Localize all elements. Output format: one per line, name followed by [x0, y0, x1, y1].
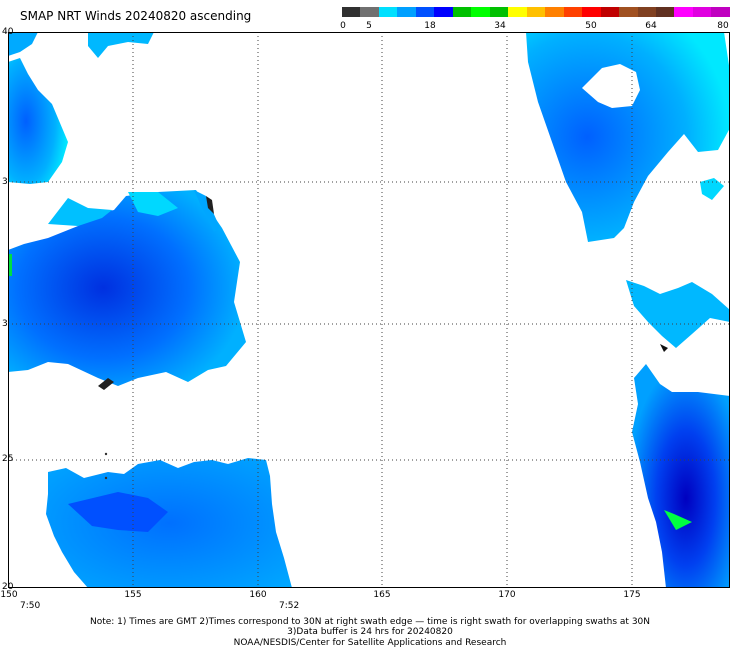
colorbar [342, 7, 730, 17]
map-title: SMAP NRT Winds 20240820 ascending [20, 9, 252, 23]
colorbar-segment-7 [471, 7, 490, 17]
colorbar-segment-18 [674, 7, 693, 17]
colorbar-segment-2 [378, 7, 398, 17]
colorbar-segment-17 [655, 7, 675, 17]
colorbar-label-34: 34 [494, 21, 506, 31]
lon-label-155: 155 [124, 590, 142, 600]
colorbar-segment-8 [489, 7, 509, 17]
colorbar-segment-3 [397, 7, 416, 17]
wind-swath-upper-left [8, 32, 246, 386]
colorbar-segment-19 [692, 7, 712, 17]
colorbar-segment-11 [545, 7, 564, 17]
colorbar-label-64: 64 [645, 21, 657, 31]
lat-label-20: 20 [2, 582, 14, 592]
note-line-1: Note: 1) Times are GMT 2)Times correspon… [89, 617, 651, 627]
time-label-start: 7:50 [20, 601, 41, 611]
colorbar-segment-1 [360, 7, 379, 17]
note-line-2: 3)Data buffer is 24 hrs for 20240820 [287, 627, 453, 637]
lat-label-30: 3 [2, 319, 8, 329]
colorbar-label-5: 5 [366, 21, 372, 31]
lat-label-40: 40 [2, 27, 14, 37]
wind-swath-upper-right [526, 32, 730, 242]
colorbar-segment-20 [711, 7, 730, 17]
wind-map-svg [8, 32, 730, 588]
note-line-3: NOAA/NESDIS/Center for Satellite Applica… [233, 638, 507, 648]
graticule [8, 32, 730, 588]
colorbar-label-0: 0 [340, 21, 346, 31]
colorbar-segment-13 [582, 7, 601, 17]
colorbar-segment-9 [508, 7, 527, 17]
wind-map [8, 32, 730, 588]
colorbar-segment-6 [452, 7, 472, 17]
lat-label-35: 3 [2, 177, 8, 187]
colorbar-label-18: 18 [424, 21, 436, 31]
colorbar-segment-0 [342, 7, 361, 17]
colorbar-segment-10 [526, 7, 546, 17]
lat-label-25: 25 [2, 454, 14, 464]
map-frame [8, 32, 730, 588]
land-specks [8, 196, 214, 480]
lon-label-175: 175 [623, 590, 641, 600]
colorbar-label-50: 50 [585, 21, 597, 31]
lon-label-150: 150 [0, 590, 18, 600]
wind-swath-lower-right [632, 364, 730, 588]
time-label-end: 7:52 [279, 601, 300, 611]
wind-swath-lower-left [46, 458, 292, 588]
lon-label-170: 170 [498, 590, 516, 600]
lon-label-160: 160 [249, 590, 267, 600]
wind-swath-right-mid [626, 280, 730, 352]
colorbar-segment-4 [415, 7, 435, 17]
colorbar-segment-5 [434, 7, 453, 17]
colorbar-segment-14 [600, 7, 620, 17]
lon-label-165: 165 [373, 590, 391, 600]
colorbar-label-80: 80 [717, 21, 729, 31]
colorbar-segment-12 [563, 7, 583, 17]
colorbar-segment-15 [619, 7, 638, 17]
colorbar-segment-16 [637, 7, 656, 17]
